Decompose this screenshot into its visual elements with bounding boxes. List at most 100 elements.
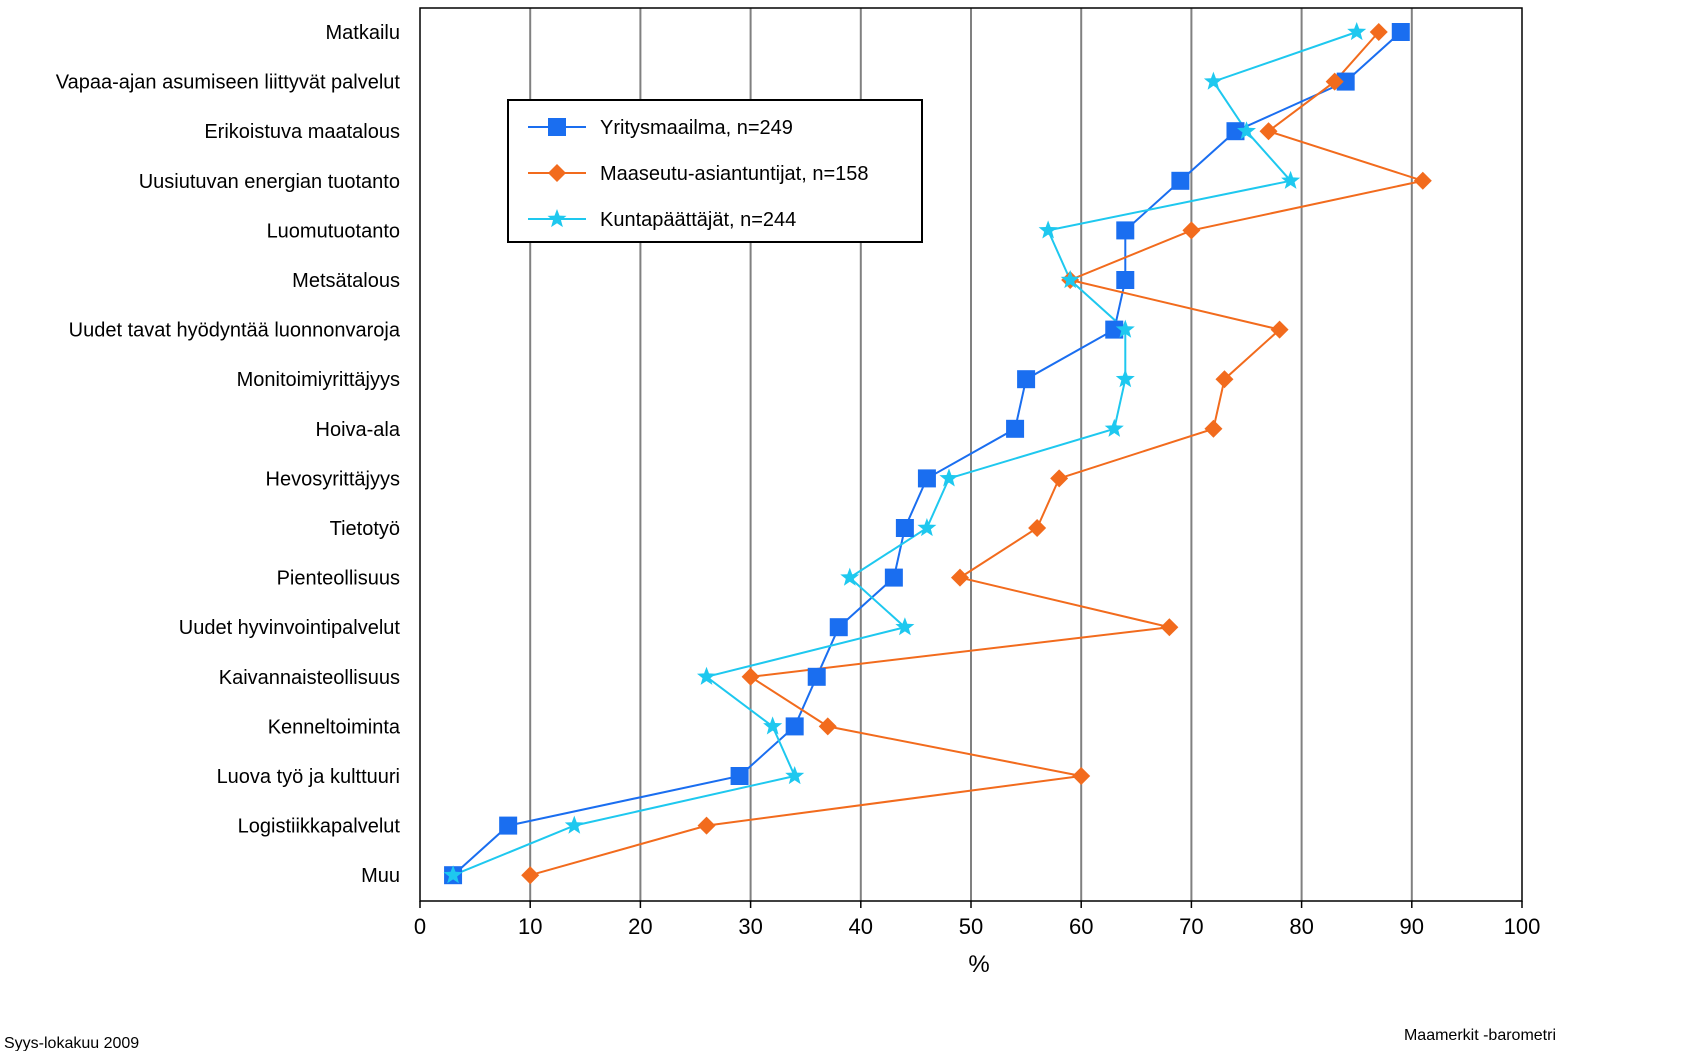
data-point bbox=[443, 865, 463, 884]
data-point bbox=[818, 717, 837, 736]
x-tick-label: 10 bbox=[518, 914, 542, 939]
data-point bbox=[1237, 121, 1256, 140]
data-point bbox=[697, 666, 716, 685]
data-point bbox=[564, 815, 584, 834]
series-3 bbox=[452, 31, 1358, 877]
data-point bbox=[1017, 370, 1036, 389]
data-point bbox=[1270, 320, 1289, 339]
category-label: Logistiikkapalvelut bbox=[238, 816, 401, 838]
data-point bbox=[1050, 469, 1069, 488]
x-tick-label: 20 bbox=[628, 914, 652, 939]
data-point bbox=[1226, 122, 1245, 141]
series-2 bbox=[529, 31, 1427, 877]
data-point bbox=[1281, 170, 1301, 189]
data-point bbox=[1160, 618, 1179, 637]
data-point bbox=[1116, 271, 1135, 289]
category-label: Hevosyrittäjyys bbox=[266, 468, 400, 490]
x-axis-ticks: 0 10 20 30 40 50 60 70 80 90 100 bbox=[414, 901, 1540, 939]
data-point bbox=[1336, 72, 1355, 91]
series-2-markers bbox=[521, 23, 1432, 885]
x-tick-label: 100 bbox=[1504, 914, 1541, 939]
data-point bbox=[1259, 122, 1278, 141]
data-point bbox=[741, 667, 760, 686]
x-tick-label: 40 bbox=[849, 914, 873, 939]
data-point bbox=[730, 767, 749, 785]
x-axis-title: % bbox=[968, 951, 989, 978]
data-point bbox=[785, 717, 804, 736]
category-label: Pienteollisuus bbox=[277, 568, 400, 590]
data-point bbox=[785, 766, 805, 785]
x-tick-label: 60 bbox=[1069, 914, 1093, 939]
category-label: Metsätalous bbox=[292, 270, 400, 292]
data-point bbox=[521, 866, 540, 885]
legend-marker bbox=[548, 164, 566, 182]
data-point bbox=[829, 618, 848, 637]
x-tick-label: 80 bbox=[1289, 914, 1313, 939]
data-point bbox=[1072, 767, 1091, 785]
legend-label: Kuntapäättäjät, n=244 bbox=[600, 209, 796, 231]
data-point bbox=[763, 716, 783, 735]
category-label: Uudet tavat hyödyntää luonnonvaroja bbox=[69, 320, 401, 342]
x-tick-label: 90 bbox=[1400, 914, 1424, 939]
footer-left: Syys-lokakuu 2009 bbox=[4, 1035, 139, 1051]
data-point bbox=[884, 568, 903, 587]
data-point bbox=[1391, 23, 1410, 41]
data-point bbox=[1203, 71, 1223, 90]
category-label: Luova työ ja kulttuuri bbox=[217, 766, 400, 788]
category-label: Uudet hyvinvointipalvelut bbox=[179, 617, 401, 639]
data-point bbox=[917, 518, 937, 537]
series-layer bbox=[443, 22, 1432, 885]
data-point bbox=[1413, 171, 1432, 190]
category-label: Monitoimiyrittäjyys bbox=[237, 369, 400, 391]
series-1 bbox=[452, 31, 1402, 876]
legend: Yritysmaailma, n=249 Maaseutu-asiantuntij… bbox=[507, 99, 923, 243]
category-label: Luomutuotanto bbox=[267, 220, 400, 242]
data-point bbox=[697, 816, 716, 835]
series-1-markers bbox=[444, 23, 1410, 885]
category-label: Erikoistuva maatalous bbox=[204, 121, 400, 143]
data-point bbox=[1215, 370, 1234, 389]
category-label: Vapaa-ajan asumiseen liittyvät palvelut bbox=[56, 72, 401, 94]
data-point bbox=[895, 519, 914, 537]
data-point bbox=[1182, 221, 1201, 240]
x-tick-label: 70 bbox=[1179, 914, 1203, 939]
series-line bbox=[452, 31, 1402, 876]
category-label: Hoiva-ala bbox=[316, 419, 401, 441]
category-label: Kaivannaisteollisuus bbox=[219, 667, 400, 689]
data-point bbox=[1347, 22, 1367, 41]
data-point bbox=[1116, 221, 1135, 240]
series-line bbox=[529, 31, 1427, 877]
data-point bbox=[939, 468, 959, 487]
category-label: Matkailu bbox=[326, 22, 400, 44]
legend-label: Maaseutu-asiantuntijat, n=158 bbox=[600, 163, 869, 185]
data-point bbox=[807, 667, 826, 686]
series-3-markers bbox=[443, 22, 1367, 884]
data-point bbox=[840, 567, 860, 586]
category-labels: Matkailu Vapaa-ajan asumiseen liittyvät p… bbox=[56, 22, 401, 887]
data-point bbox=[1115, 369, 1135, 388]
data-point bbox=[1171, 171, 1190, 190]
category-label: Muu bbox=[361, 865, 400, 887]
data-point bbox=[1104, 418, 1124, 437]
data-point bbox=[1325, 72, 1344, 91]
x-tick-label: 0 bbox=[414, 914, 426, 939]
x-tick-label: 50 bbox=[959, 914, 983, 939]
category-label: Kenneltoiminta bbox=[268, 716, 401, 738]
data-point bbox=[1115, 319, 1135, 338]
data-point bbox=[1006, 419, 1025, 438]
x-tick-label: 30 bbox=[738, 914, 762, 939]
data-point bbox=[1105, 320, 1124, 339]
category-label: Tietotyö bbox=[330, 518, 400, 540]
data-point bbox=[1028, 519, 1047, 537]
data-point bbox=[499, 816, 518, 835]
footer-right: Maamerkit -barometri bbox=[1404, 1027, 1556, 1044]
legend-marker bbox=[548, 118, 566, 136]
series-line bbox=[452, 31, 1358, 877]
data-point bbox=[1204, 419, 1223, 438]
data-point bbox=[950, 568, 969, 587]
category-label: Uusiutuvan energian tuotanto bbox=[139, 171, 400, 193]
data-point bbox=[1369, 23, 1388, 41]
data-point bbox=[1038, 220, 1058, 239]
legend-marker bbox=[547, 209, 567, 228]
